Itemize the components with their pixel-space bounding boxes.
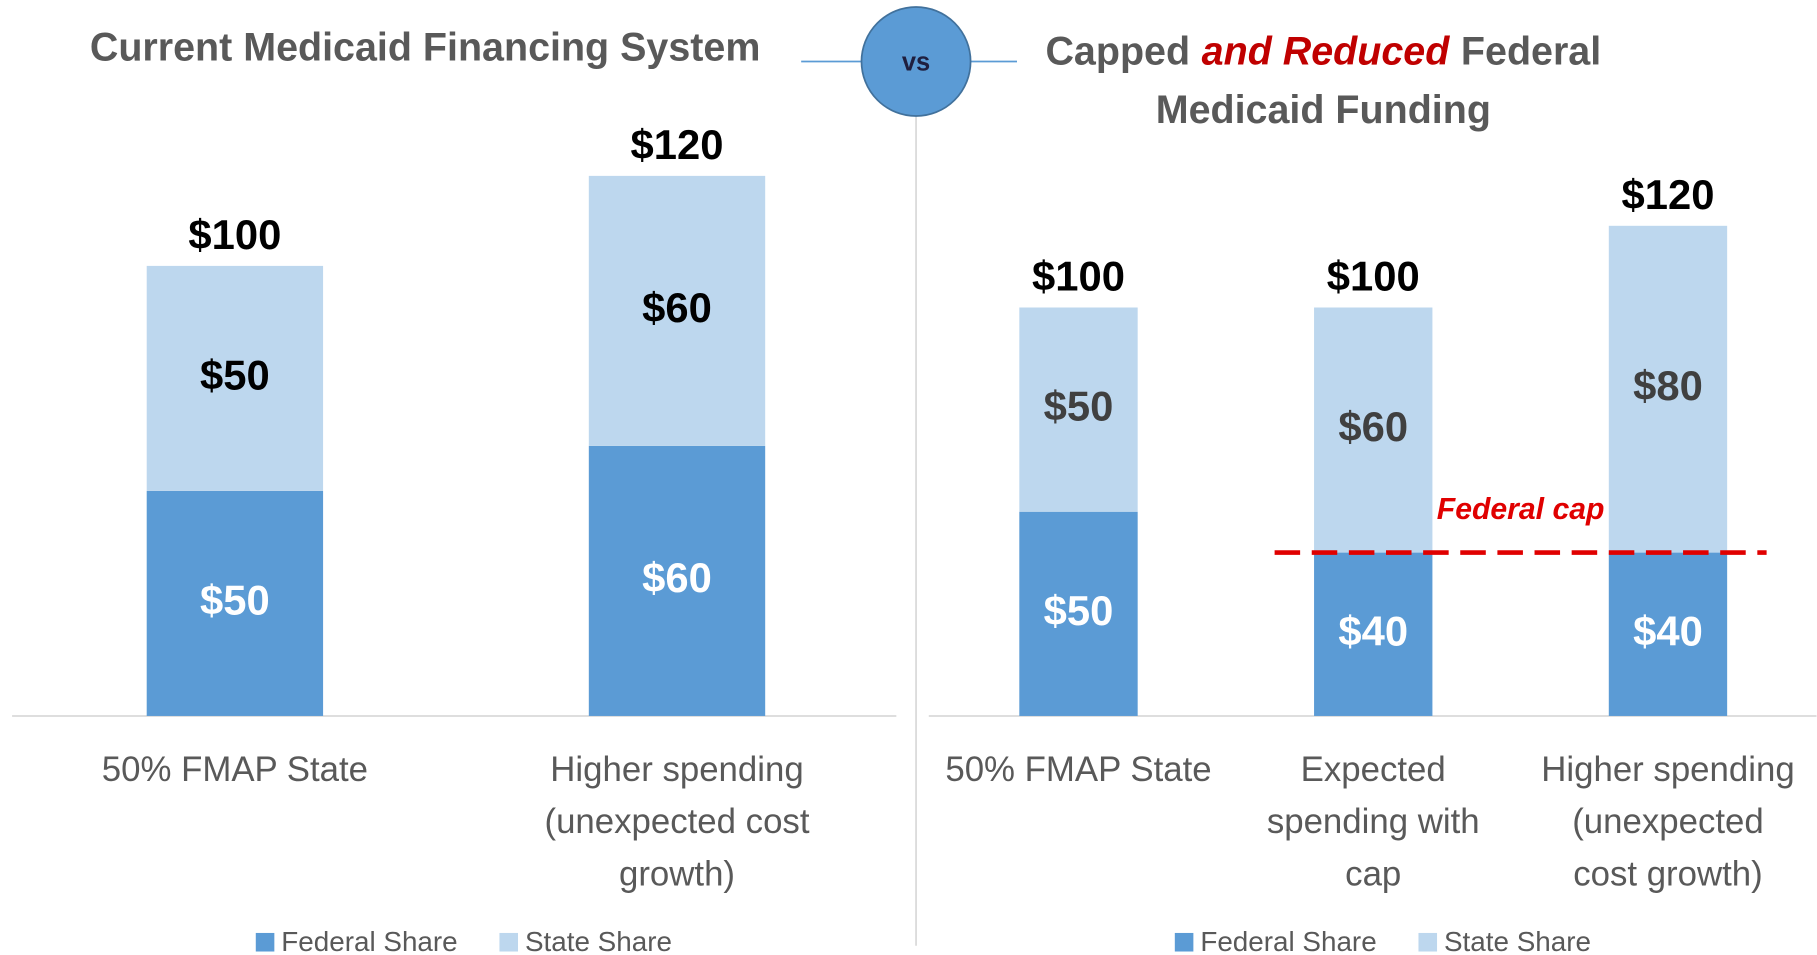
bar-segment	[1314, 307, 1433, 553]
value-label: $50	[1044, 587, 1114, 634]
chart-title: Medicaid Funding	[1156, 88, 1491, 132]
vs-circle	[860, 6, 972, 117]
value-label: $50	[1044, 383, 1114, 430]
x-tick-label: Higher spending	[550, 750, 803, 789]
x-tick-label: 50% FMAP State	[945, 750, 1211, 789]
x-tick-label: (unexpected	[1572, 802, 1764, 841]
legend-label: Federal Share	[1200, 926, 1376, 955]
bar-segment	[1314, 552, 1433, 716]
bar-segment	[1608, 225, 1728, 553]
value-label: $60	[642, 284, 712, 331]
value-label: $80	[1633, 362, 1703, 409]
value-label: $60	[642, 554, 712, 601]
total-label: $100	[1032, 253, 1125, 300]
total-label: $120	[631, 121, 724, 168]
chart-title: Current Medicaid Financing System	[90, 25, 761, 69]
vs-label: vs	[902, 49, 930, 77]
value-label: $60	[1338, 403, 1408, 450]
total-label: $120	[1622, 171, 1715, 218]
bar-segment	[146, 265, 324, 491]
bar-segment	[1019, 307, 1138, 512]
bar-segment	[146, 490, 324, 716]
legend-swatch	[255, 932, 275, 952]
x-tick-label: (unexpected cost	[544, 802, 809, 841]
value-label: $50	[200, 351, 270, 398]
legend-label: State Share	[525, 926, 672, 955]
x-tick-label: 50% FMAP State	[102, 750, 368, 789]
total-label: $100	[1327, 253, 1420, 300]
value-label: $40	[1338, 607, 1408, 654]
bar-segment	[588, 175, 766, 446]
legend-swatch	[1418, 932, 1438, 952]
title-part: Capped	[1045, 30, 1190, 74]
x-tick-label: spending with	[1267, 802, 1480, 841]
chart-title: Capped and Reduced Federal	[1045, 30, 1601, 74]
annotation: Federal cap	[1437, 493, 1605, 526]
legend-swatch	[499, 932, 519, 952]
x-tick-label: cost growth)	[1573, 854, 1763, 893]
title-part: and Reduced	[1202, 30, 1451, 74]
legend-label: State Share	[1444, 926, 1591, 955]
bar-segment	[1608, 552, 1728, 716]
legend-label: Federal Share	[281, 926, 457, 955]
bar-segment	[588, 445, 766, 716]
bar-segment	[1019, 511, 1138, 716]
total-label: $100	[188, 211, 281, 258]
x-tick-label: Higher spending	[1541, 750, 1794, 789]
x-tick-label: Expected	[1301, 750, 1446, 789]
value-label: $40	[1633, 607, 1703, 654]
legend-swatch	[1174, 932, 1194, 952]
x-tick-label: cap	[1345, 854, 1401, 893]
value-label: $50	[200, 576, 270, 623]
x-tick-label: growth)	[619, 854, 735, 893]
title-part: Federal	[1461, 30, 1601, 74]
